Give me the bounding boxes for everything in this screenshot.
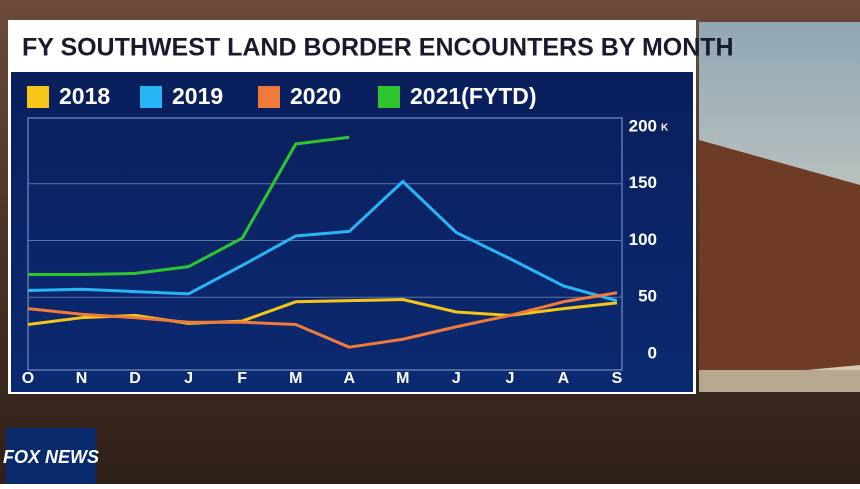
- x-tick-label: A: [343, 370, 355, 387]
- x-tick-label: J: [452, 370, 461, 387]
- y-tick-label: 50: [638, 287, 657, 306]
- legend-swatch: [378, 86, 400, 108]
- legend-swatch: [27, 86, 49, 108]
- logo-text: FOX NEWS: [3, 447, 99, 467]
- logo-box: [6, 428, 96, 484]
- wall: [699, 140, 860, 380]
- photo: [699, 22, 860, 392]
- legend-swatch: [140, 86, 162, 108]
- series-line: [27, 179, 618, 303]
- series-line: [28, 135, 350, 277]
- legend-label: 2020: [290, 83, 341, 109]
- chart-area: [11, 72, 693, 392]
- series-line: [27, 291, 618, 349]
- logo: FOX NEWS: [3, 428, 99, 484]
- x-tick-label: F: [237, 370, 247, 387]
- y-tick-label: 150: [629, 173, 657, 192]
- x-tick-label: S: [612, 370, 623, 387]
- plot-frame: [27, 117, 623, 371]
- x-tick-label: O: [22, 370, 34, 387]
- y-unit: K: [661, 123, 669, 134]
- ground: [699, 370, 860, 392]
- x-tick-label: M: [289, 370, 302, 387]
- y-tick-label: 0: [648, 343, 657, 362]
- chart-title: FY SOUTHWEST LAND BORDER ENCOUNTERS BY M…: [22, 34, 734, 62]
- x-tick-label: J: [505, 370, 514, 387]
- x-tick-label: M: [396, 370, 409, 387]
- legend-label: 2018: [59, 83, 110, 109]
- legend-label: 2019: [172, 83, 223, 109]
- legend-swatch: [258, 86, 280, 108]
- x-tick-label: J: [184, 370, 193, 387]
- legend-label: 2021(FYTD): [410, 83, 537, 109]
- y-tick-label: 100: [629, 230, 657, 249]
- x-tick-label: N: [76, 370, 88, 387]
- y-tick-label: 200: [629, 116, 657, 135]
- x-tick-label: A: [558, 370, 570, 387]
- x-tick-label: D: [129, 370, 141, 387]
